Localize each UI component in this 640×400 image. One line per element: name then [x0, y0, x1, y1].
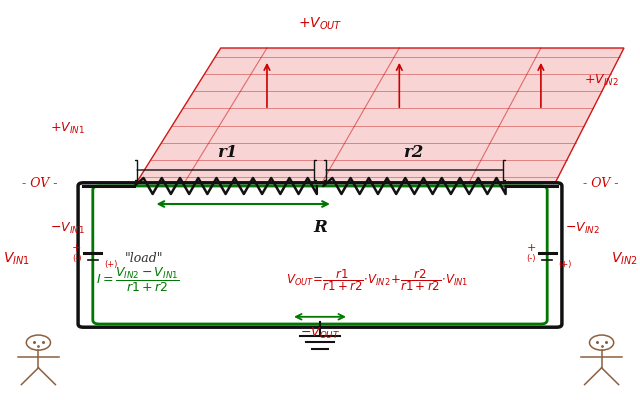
Text: (+): (+): [559, 260, 572, 270]
Text: $V_{IN1}$: $V_{IN1}$: [3, 251, 29, 267]
Text: +: +: [526, 243, 536, 253]
Text: $-V_{IN1}$: $-V_{IN1}$: [50, 220, 84, 236]
Text: - OV -: - OV -: [582, 177, 618, 190]
Text: +: +: [72, 243, 81, 253]
Text: $-V_{IN2}$: $-V_{IN2}$: [565, 220, 600, 236]
Text: $-V_{OUT}$: $-V_{OUT}$: [300, 326, 340, 341]
Text: (+): (+): [104, 260, 118, 270]
Text: r1: r1: [217, 144, 237, 161]
Text: R: R: [313, 219, 327, 236]
Polygon shape: [134, 48, 624, 186]
Text: $V_{OUT}\!=\!\dfrac{r1}{r1+r2}\!\cdot\! V_{IN2}\!+\!\dfrac{r2}{r1+r2}\!\cdot\! V: $V_{OUT}\!=\!\dfrac{r1}{r1+r2}\!\cdot\! …: [286, 267, 469, 293]
Text: r2: r2: [403, 144, 423, 161]
Text: (-): (-): [526, 254, 536, 263]
FancyBboxPatch shape: [78, 183, 562, 327]
Text: $I = \dfrac{V_{IN2} - V_{IN1}}{r1 + r2}$: $I = \dfrac{V_{IN2} - V_{IN1}}{r1 + r2}$: [96, 266, 179, 294]
Text: $+V_{IN2}$: $+V_{IN2}$: [584, 72, 619, 88]
Text: $+V_{OUT}$: $+V_{OUT}$: [298, 16, 342, 32]
Text: (-): (-): [72, 254, 81, 263]
Text: $+V_{IN1}$: $+V_{IN1}$: [50, 120, 84, 136]
Text: "load": "load": [125, 252, 163, 266]
Text: - OV -: - OV -: [22, 177, 58, 190]
FancyBboxPatch shape: [93, 186, 547, 324]
Text: $V_{IN2}$: $V_{IN2}$: [611, 251, 637, 267]
